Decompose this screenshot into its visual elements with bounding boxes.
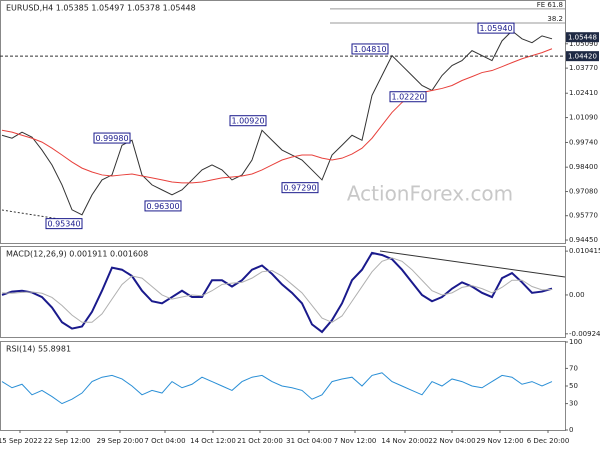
annotation-box	[351, 43, 389, 55]
y-tick-label: 0.97080	[569, 188, 598, 196]
y-tick-label: 100	[569, 338, 582, 346]
annotation-box	[144, 200, 182, 212]
panel-title: RSI(14) 55.8981	[6, 345, 71, 354]
annotation-label: 1.04810	[353, 45, 386, 54]
series-line	[1, 372, 553, 405]
x-tick-label: 7 Oct 04:00	[144, 437, 185, 445]
price-frame	[0, 0, 566, 244]
x-tick-label: 7 Nov 12:00	[334, 437, 377, 445]
x-tick-label: 31 Oct 04:00	[286, 437, 332, 445]
y-tick-label: 1.02410	[569, 89, 598, 97]
annotation-label: 1.00920	[231, 117, 264, 126]
x-tick-label: 14 Nov 20:00	[381, 437, 428, 445]
y-tick-label: 1.01090	[569, 114, 598, 122]
series-line	[1, 48, 553, 184]
y-tick-label: 0.95770	[569, 212, 598, 220]
annotation-label: 0.97290	[283, 184, 316, 193]
macd-frame	[0, 246, 566, 338]
watermark: ActionForex.com	[347, 182, 513, 206]
x-tick-label: 29 Nov 12:00	[476, 437, 523, 445]
x-tick-label: 14 Oct 12:00	[190, 437, 236, 445]
annotation-box	[477, 22, 515, 34]
macd-trendline	[379, 250, 566, 278]
x-tick-label: 15 Sep 2022	[0, 437, 42, 445]
y-tick-label: 0.00	[569, 291, 585, 299]
y-tick-label: 0.98400	[569, 163, 598, 171]
series-line	[1, 251, 553, 334]
y-tick-label: 70	[569, 364, 578, 372]
y-tick-label: 0	[569, 426, 573, 434]
series-line	[1, 30, 553, 216]
series-line	[1, 257, 553, 323]
price-box-label: 1.04420	[568, 53, 597, 61]
y-tick-label: 1.05090	[569, 40, 598, 48]
level-label: 38.2	[547, 15, 563, 23]
annotation-label: 0.95340	[47, 220, 80, 229]
y-tick-label: 0.94450	[569, 236, 598, 244]
annotation-label: 1.02220	[391, 93, 424, 102]
price-box-label: 1.05448	[568, 34, 597, 42]
y-tick-label: 1.03770	[569, 64, 598, 72]
y-tick-label: 0.010415	[569, 247, 600, 255]
annotation-box	[45, 218, 83, 230]
annotation-label: 0.96300	[146, 202, 179, 211]
annotation-box	[93, 132, 131, 144]
annotation-label: 1.05940	[479, 24, 512, 33]
panel-title: EURUSD,H4 1.05385 1.05497 1.05378 1.0544…	[6, 4, 196, 13]
annotation-label: 0.99980	[95, 134, 128, 143]
panel-title: MACD(12,26,9) 0.001911 0.001608	[6, 250, 148, 259]
annotation-box	[281, 182, 319, 194]
x-tick-label: 22 Nov 04:00	[428, 437, 475, 445]
price-box	[566, 32, 599, 43]
x-tick-label: 29 Sep 20:00	[97, 437, 144, 445]
x-tick-label: 22 Sep 12:00	[44, 437, 91, 445]
annotation-box	[229, 115, 267, 127]
y-tick-label: -0.009244	[569, 330, 600, 338]
y-tick-label: 30	[569, 400, 578, 408]
x-tick-label: 21 Oct 20:00	[237, 437, 283, 445]
level-label: FE 61.8	[537, 1, 563, 9]
annotation-box	[389, 91, 427, 103]
price-box	[566, 51, 599, 62]
y-tick-label: 0.99740	[569, 138, 598, 146]
x-tick-label: 6 Dec 20:00	[527, 437, 570, 445]
y-tick-label: 50	[569, 382, 578, 390]
